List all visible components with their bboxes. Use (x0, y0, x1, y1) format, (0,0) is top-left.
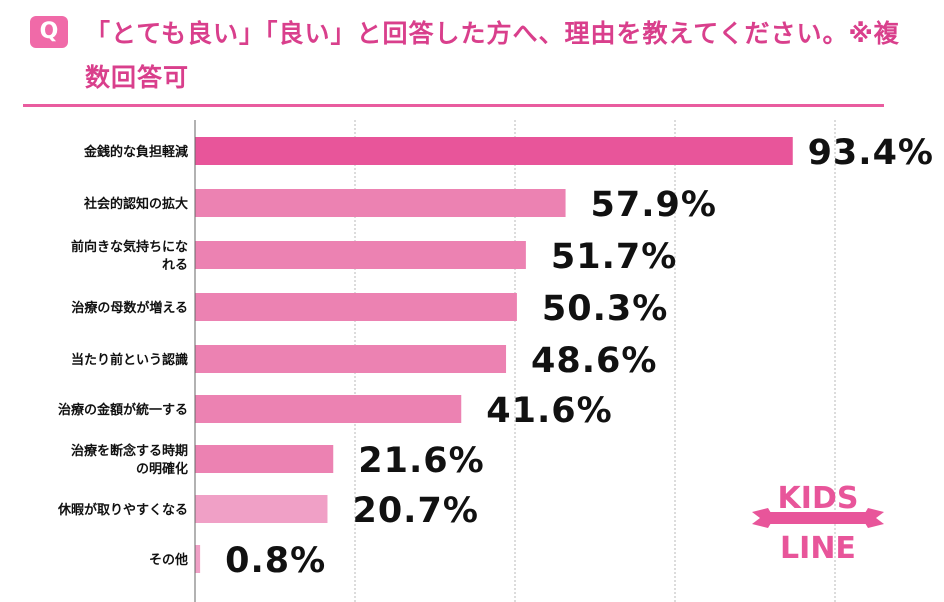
bar-4 (195, 345, 507, 373)
logo-text-top: KIDS (778, 481, 859, 516)
value-label-5: 41.6% (486, 391, 612, 431)
title-divider (23, 104, 884, 107)
value-label-0: 93.4% (808, 133, 934, 173)
bar-5 (195, 395, 462, 423)
question-badge: Q (30, 16, 68, 48)
value-label-1: 57.9% (591, 185, 717, 225)
bar-6 (195, 445, 334, 473)
category-label-0: 金銭的な負担軽減 (83, 144, 188, 160)
value-label-2: 51.7% (551, 237, 677, 277)
bar-1 (195, 189, 566, 217)
bar-0 (195, 137, 793, 165)
category-label-1: 社会的認知の拡大 (83, 196, 188, 212)
category-label-2: 前向きな気持ちになれる (71, 239, 188, 273)
category-label-8: その他 (149, 552, 188, 568)
value-label-6: 21.6% (358, 441, 484, 481)
question-title: 「とても良い」「良い」と回答した方へ、理由を教えてください。※複数回答可 (85, 19, 900, 92)
bar-8 (195, 545, 201, 573)
value-label-8: 0.8% (225, 541, 326, 581)
value-label-3: 50.3% (542, 289, 668, 329)
category-label-3: 治療の母数が増える (71, 300, 188, 316)
category-label-6: 治療を断念する時期の明確化 (71, 443, 188, 477)
category-label-4: 当たり前という認識 (71, 352, 188, 368)
category-label-5: 治療の金額が統一する (58, 402, 188, 418)
bar-7 (195, 495, 328, 523)
value-label-4: 48.6% (531, 341, 657, 381)
logo-text-bottom: LINE (780, 531, 856, 564)
value-labels: 93.4% 57.9% 51.7% 50.3% 48.6% 41.6%21.6% 20.7%… (225, 133, 934, 581)
bar-3 (195, 293, 517, 321)
bar-2 (195, 241, 526, 269)
value-label-7: 20.7% (352, 491, 478, 531)
category-label-7: 休暇が取りやすくなる (57, 502, 188, 518)
bars (195, 137, 793, 573)
logo-ribbon (752, 508, 884, 528)
category-labels: 金銭的な負担軽減社会的認知の拡大前向きな気持ちになれる治療の母数が増える当たり前… (57, 144, 188, 568)
kidsline-logo: KIDS LINE (752, 481, 884, 564)
